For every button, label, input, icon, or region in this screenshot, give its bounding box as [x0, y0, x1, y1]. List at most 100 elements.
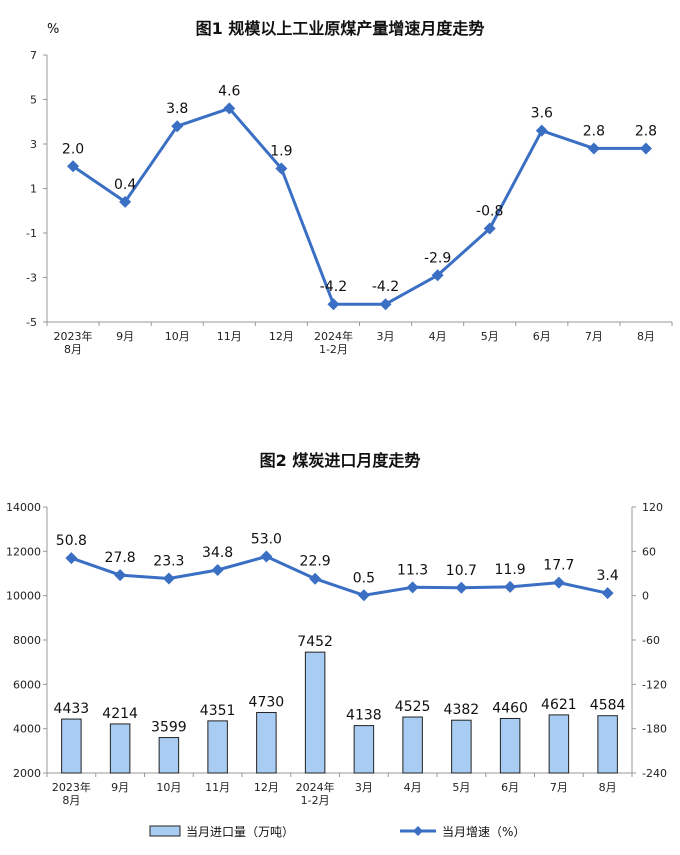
chart2-growth-points: [65, 550, 614, 602]
import-bar-label: 4351: [200, 703, 236, 719]
x-tick-label: 12月: [269, 330, 294, 343]
growth-point: [211, 563, 224, 576]
growth-point: [406, 581, 419, 594]
growth-point: [552, 576, 565, 589]
x-tick-label: 6月: [533, 330, 551, 343]
right-tick-label: -180: [642, 723, 667, 736]
growth-value-label: 50.8: [56, 533, 87, 549]
right-tick-label: 60: [642, 545, 656, 558]
x-tick-label: 5月: [452, 781, 470, 794]
chart1-value-label: 1.9: [270, 143, 292, 159]
growth-value-label: 23.3: [153, 553, 184, 569]
left-tick-label: 8000: [13, 634, 41, 647]
growth-point: [162, 572, 175, 585]
chart1-y-ticks: -5 -3 -1 1 3 5 7: [26, 49, 47, 329]
chart1-x-ticks: 2023年 8月 9月 10月 11月 12月 2024年 1-2月 3月 4月 5月 6月 7月 8月: [46, 322, 673, 356]
chart1-point: [535, 124, 548, 137]
chart1-point: [431, 269, 444, 282]
import-bar-label: 4460: [492, 700, 528, 716]
left-tick-label: 2000: [13, 767, 41, 780]
chart1-value-label: -2.9: [424, 250, 451, 266]
chart1-value-label: -4.2: [320, 279, 347, 295]
left-tick-label: 4000: [13, 723, 41, 736]
y-tick-label: -1: [26, 227, 37, 240]
growth-value-label: 11.3: [397, 562, 428, 578]
left-tick-label: 10000: [6, 590, 41, 603]
right-tick-label: 120: [642, 501, 663, 514]
import-bar-label: 7452: [297, 634, 333, 650]
import-bar-label: 4433: [54, 701, 90, 717]
chart1-point: [327, 298, 340, 311]
growth-point: [65, 552, 78, 565]
legend-line-marker: [413, 826, 423, 836]
chart2-growth-line: [70, 555, 608, 597]
growth-point: [309, 572, 322, 585]
import-bar-label: 4138: [346, 708, 382, 724]
chart2: 图2 煤炭进口月度走势 2000 4000 6000 8000 10000 12000 14…: [6, 451, 667, 839]
chart1-value-label: -0.8: [476, 204, 503, 220]
x-tick-label: 2023年 8月: [52, 780, 91, 807]
y-tick-label: 3: [30, 138, 37, 151]
chart1-title: 图1 规模以上工业原煤产量增速月度走势: [196, 19, 485, 38]
x-tick-label: 10月: [165, 330, 190, 343]
import-bar-label: 4382: [444, 702, 480, 718]
chart1-point: [67, 160, 80, 173]
growth-value-label: 27.8: [105, 550, 136, 566]
growth-value-label: 3.4: [596, 568, 618, 584]
chart1-series-line: [72, 106, 646, 306]
import-bar: [451, 719, 472, 774]
chart1-point: [587, 142, 600, 155]
x-tick-label: 5月: [481, 330, 499, 343]
right-tick-label: -240: [642, 767, 667, 780]
x-tick-label: 7月: [585, 330, 603, 343]
growth-value-label: 17.7: [543, 558, 574, 574]
import-bar: [109, 723, 131, 774]
chart1-value-label: -4.2: [372, 279, 399, 295]
chart2-bar-labels: 4433 4214 3599 4351 4730 7452 4138 4525 4382 4460…: [54, 634, 626, 735]
chart1-value-label: 2.8: [583, 123, 605, 139]
chart1-value-label: 3.6: [531, 106, 553, 122]
chart2-title: 图2 煤炭进口月度走势: [260, 451, 421, 470]
x-tick-label: 10月: [156, 781, 181, 794]
y-tick-label: -5: [26, 316, 37, 329]
x-tick-label: 9月: [111, 781, 129, 794]
chart1-value-label: 2.0: [62, 141, 84, 157]
x-tick-label: 3月: [377, 330, 395, 343]
growth-value-label: 0.5: [353, 570, 375, 586]
right-tick-label: -120: [642, 678, 667, 691]
y-tick-label: -3: [26, 272, 37, 285]
growth-point: [114, 569, 127, 582]
growth-value-label: 22.9: [300, 554, 331, 570]
growth-value-label: 53.0: [251, 532, 282, 548]
growth-point: [357, 589, 370, 602]
x-tick-label: 8月: [637, 330, 655, 343]
growth-value-label: 10.7: [446, 563, 477, 579]
chart1-point: [639, 142, 652, 155]
chart2-legend: 当月进口量（万吨） 当月增速（%）: [149, 825, 525, 839]
legend-bar-label: 当月进口量（万吨）: [186, 825, 294, 839]
import-bar: [304, 651, 326, 774]
x-tick-label: 6月: [501, 781, 519, 794]
x-tick-label: 7月: [550, 781, 568, 794]
x-tick-label: 8月: [599, 781, 617, 794]
import-bar: [158, 737, 180, 774]
import-bar-label: 3599: [151, 720, 187, 736]
import-bar-label: 4525: [395, 699, 431, 715]
growth-value-label: 11.9: [495, 562, 526, 578]
import-bar: [402, 716, 423, 774]
chart1-value-label: 4.6: [218, 83, 240, 99]
left-tick-label: 12000: [6, 545, 41, 558]
x-tick-label: 2024年 1-2月: [296, 780, 335, 807]
import-bar-label: 4730: [249, 694, 285, 710]
chart1-point: [379, 298, 392, 311]
chart1-point: [223, 102, 236, 115]
import-bar: [207, 720, 228, 774]
import-bar: [353, 725, 375, 774]
right-tick-label: 0: [642, 590, 649, 603]
x-tick-label: 11月: [205, 781, 230, 794]
left-tick-label: 6000: [13, 678, 41, 691]
chart1-value-label: 3.8: [166, 101, 188, 117]
import-bar-label: 4214: [102, 706, 138, 722]
y-tick-label: 5: [30, 94, 37, 107]
import-bar-label: 4621: [541, 697, 577, 713]
